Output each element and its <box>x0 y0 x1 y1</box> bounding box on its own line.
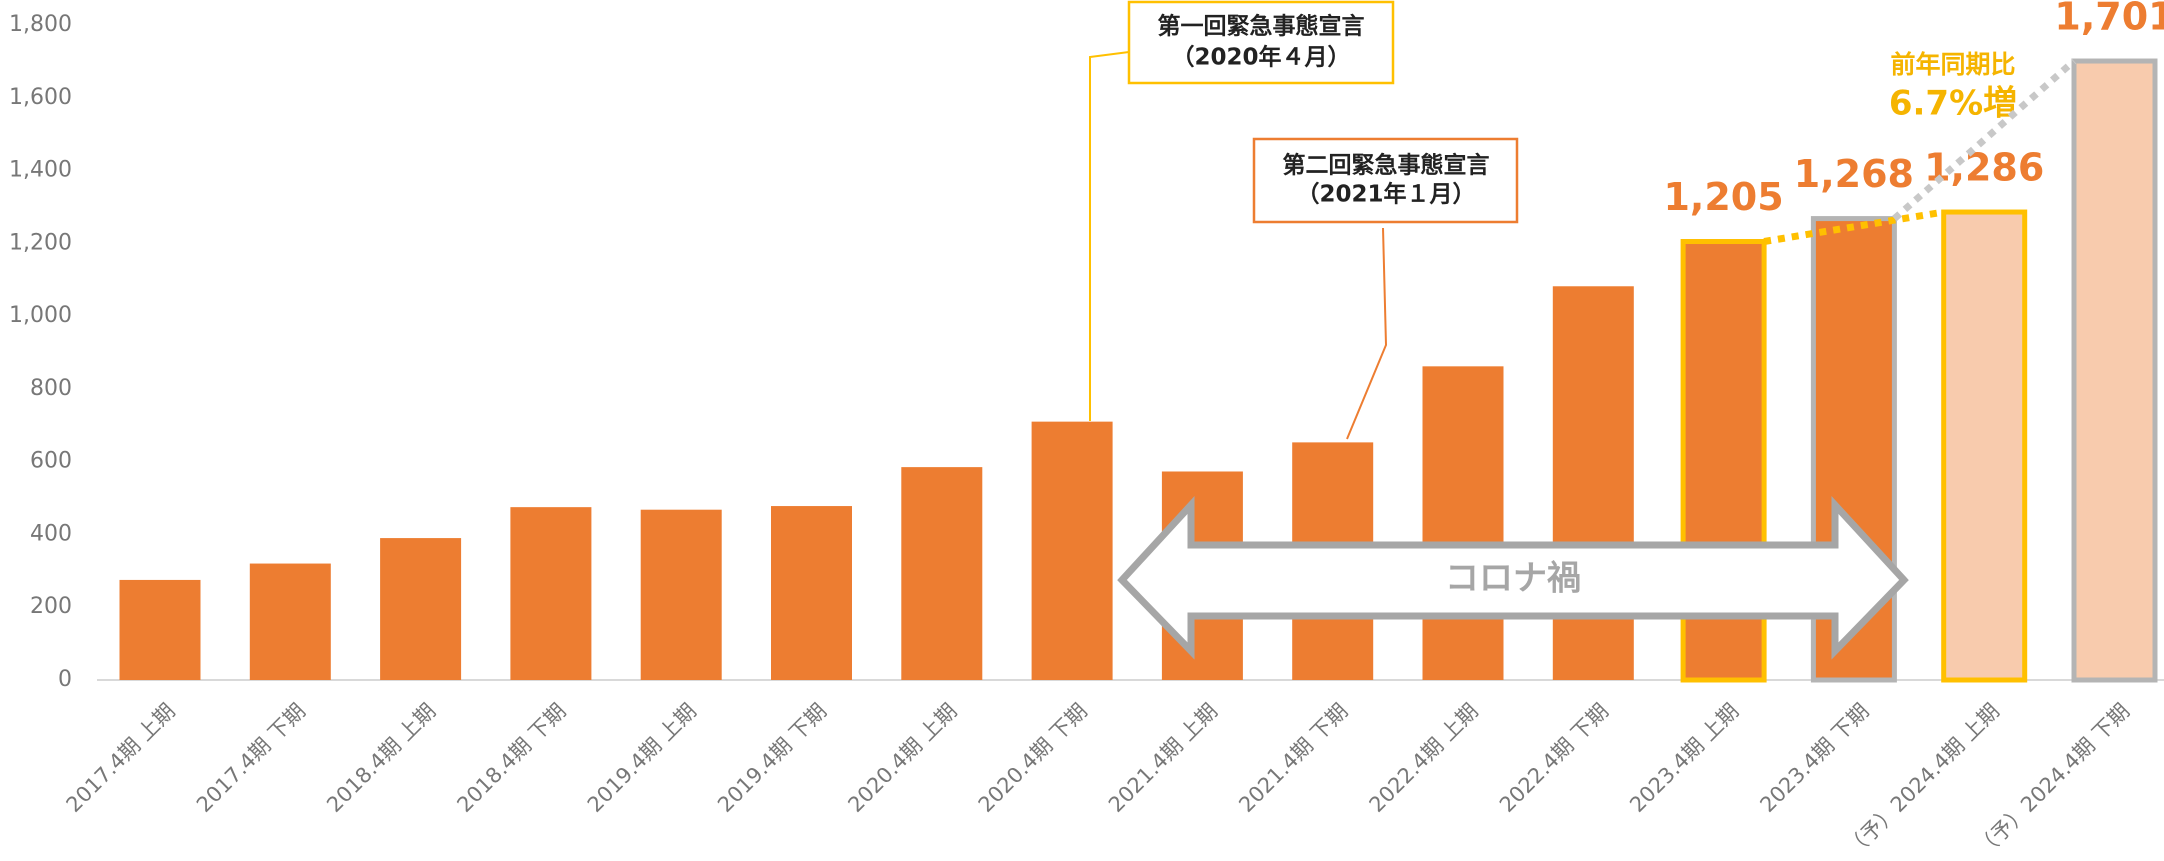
x-tick-label: 2022.4期 下期 <box>1495 699 1613 817</box>
x-tick-label: 2018.4期 上期 <box>322 699 440 817</box>
bar <box>510 507 592 680</box>
bar <box>640 509 722 680</box>
x-tick-label: 2019.4期 上期 <box>583 699 701 817</box>
callout-text: （2021年１月） <box>1296 181 1475 208</box>
trend-line <box>1892 58 2077 222</box>
y-tick-label: 1,600 <box>9 85 72 110</box>
y-tick-label: 1,200 <box>9 230 72 255</box>
x-tick-label: 2017.4期 上期 <box>62 699 180 817</box>
bar <box>1422 366 1504 680</box>
y-tick-label: 1,400 <box>9 158 72 183</box>
callout-text: （2020年４月） <box>1171 44 1350 71</box>
y-tick-label: 400 <box>30 521 72 546</box>
y-tick-label: 200 <box>30 594 72 619</box>
bar <box>1031 421 1113 680</box>
value-label: 1,205 <box>1663 175 1783 219</box>
covid-arrow <box>1117 496 1909 660</box>
x-tick-label: 2018.4期 下期 <box>452 699 570 817</box>
x-tick-label: 2020.4期 上期 <box>843 699 961 817</box>
x-tick-label: 2021.4期 上期 <box>1104 699 1222 817</box>
callout-line <box>1089 51 1130 421</box>
x-tick-label: 2023.4期 下期 <box>1755 699 1873 817</box>
callout-box <box>1127 0 1395 85</box>
callout-line <box>1346 227 1388 440</box>
bar <box>249 563 331 680</box>
callout-text: 第一回緊急事態宣言 <box>1158 13 1365 40</box>
y-tick-label: 600 <box>30 449 72 474</box>
y-tick-label: 0 <box>58 667 72 692</box>
x-tick-label: 2021.4期 下期 <box>1234 699 1352 817</box>
value-label: 1,701 <box>2054 0 2164 39</box>
growth-label: 前年同期比 <box>1890 50 2015 79</box>
callout-box <box>1252 137 1519 224</box>
x-tick-label: 2017.4期 下期 <box>192 699 310 817</box>
bar <box>1552 286 1634 680</box>
value-label: 1,286 <box>1924 146 2044 190</box>
bar <box>380 538 462 680</box>
x-tick-label: 2022.4期 上期 <box>1365 699 1483 817</box>
y-tick-label: 1,800 <box>9 12 72 37</box>
x-tick-label: 2019.4期 下期 <box>713 699 831 817</box>
bar <box>2071 58 2158 683</box>
bar <box>771 506 852 680</box>
y-tick-label: 1,000 <box>9 303 72 328</box>
callout-text: 第二回緊急事態宣言 <box>1283 152 1490 179</box>
x-tick-label: 2023.4期 上期 <box>1625 699 1743 817</box>
x-tick-label: 2020.4期 下期 <box>974 699 1092 817</box>
trend-line <box>1763 208 1945 245</box>
growth-value: 6.7%増 <box>1889 84 2017 124</box>
bar <box>901 467 983 680</box>
bar <box>1941 209 2028 683</box>
covid-label: コロナ禍 <box>1445 559 1581 599</box>
bar <box>119 579 201 680</box>
value-label: 1,268 <box>1794 152 1914 196</box>
y-tick-label: 800 <box>30 376 72 401</box>
